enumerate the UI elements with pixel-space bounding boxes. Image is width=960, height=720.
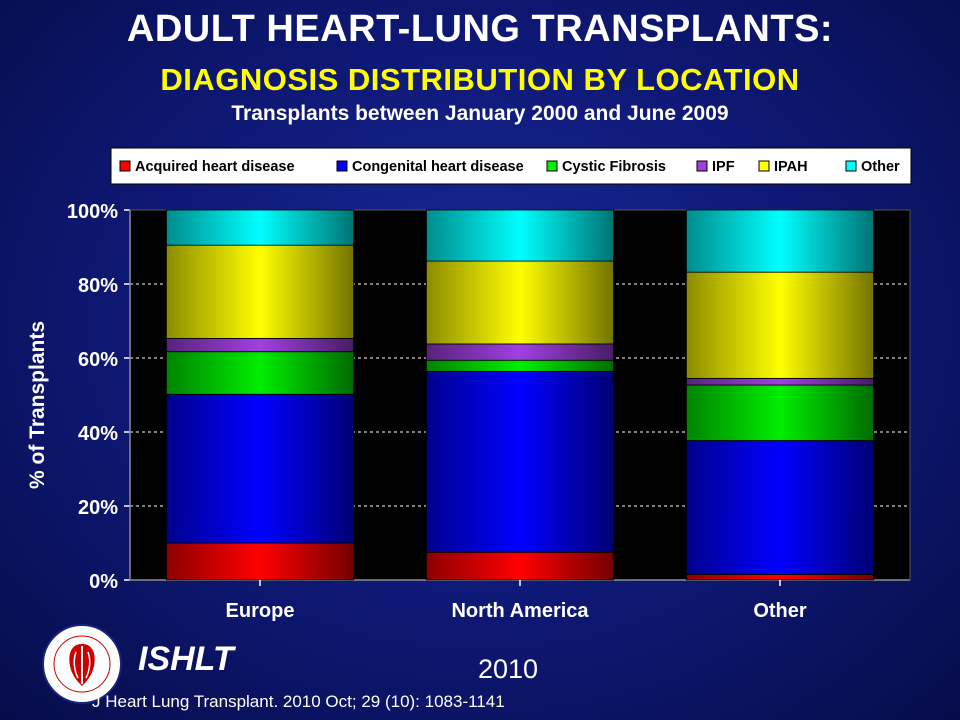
legend-swatch xyxy=(546,160,558,172)
bar-segment xyxy=(165,337,354,353)
x-tick-label: North America xyxy=(451,600,589,622)
bar-segment xyxy=(686,440,875,575)
y-tick-label: 0% xyxy=(89,571,118,593)
legend-label: Cystic Fibrosis xyxy=(562,159,666,175)
x-tick-label: Europe xyxy=(226,600,295,622)
x-tick-label: Other xyxy=(753,600,807,622)
legend-swatch xyxy=(845,160,857,172)
bar-segment xyxy=(165,351,354,395)
bar-segment xyxy=(686,574,875,581)
bar-segment xyxy=(425,551,614,581)
legend-label: Congenital heart disease xyxy=(352,159,524,175)
legend-swatch xyxy=(336,160,348,172)
page-subtitle: DIAGNOSIS DISTRIBUTION BY LOCATION xyxy=(160,62,800,97)
y-tick-label: 60% xyxy=(78,349,118,371)
citation: J Heart Lung Transplant. 2010 Oct; 29 (1… xyxy=(92,692,505,711)
page-caption: Transplants between January 2000 and Jun… xyxy=(231,102,729,125)
bar-segment xyxy=(425,359,614,372)
legend-label: IPAH xyxy=(774,159,808,175)
bar-segment xyxy=(165,209,354,246)
y-tick-label: 40% xyxy=(78,423,118,445)
bar-segment xyxy=(165,244,354,339)
bar-segment xyxy=(686,377,875,386)
year-label: 2010 xyxy=(478,654,539,684)
legend-label: IPF xyxy=(712,159,735,175)
y-tick-label: 100% xyxy=(67,201,118,223)
legend-swatch xyxy=(758,160,770,172)
bar-segment xyxy=(686,209,875,273)
legend-swatch xyxy=(696,160,708,172)
bar-segment xyxy=(686,384,875,441)
page-title: ADULT HEART-LUNG TRANSPLANTS: xyxy=(126,8,834,50)
legend xyxy=(110,147,912,185)
legend-swatch xyxy=(119,160,131,172)
legend-label: Acquired heart disease xyxy=(135,159,295,175)
y-tick-label: 80% xyxy=(78,275,118,297)
legend-label: Other xyxy=(861,159,900,175)
bar-segment xyxy=(425,260,614,345)
ishlt-logo xyxy=(42,624,122,704)
bar-segment xyxy=(425,370,614,553)
y-axis-label: % of Transplants xyxy=(26,321,49,489)
y-tick-label: 20% xyxy=(78,497,118,519)
ishlt-label: ISHLT xyxy=(138,640,234,678)
bar-segment xyxy=(165,393,354,544)
bar-segment xyxy=(425,343,614,361)
bar-segment xyxy=(686,271,875,379)
bar-segment xyxy=(165,542,354,581)
bar-segment xyxy=(425,209,614,262)
